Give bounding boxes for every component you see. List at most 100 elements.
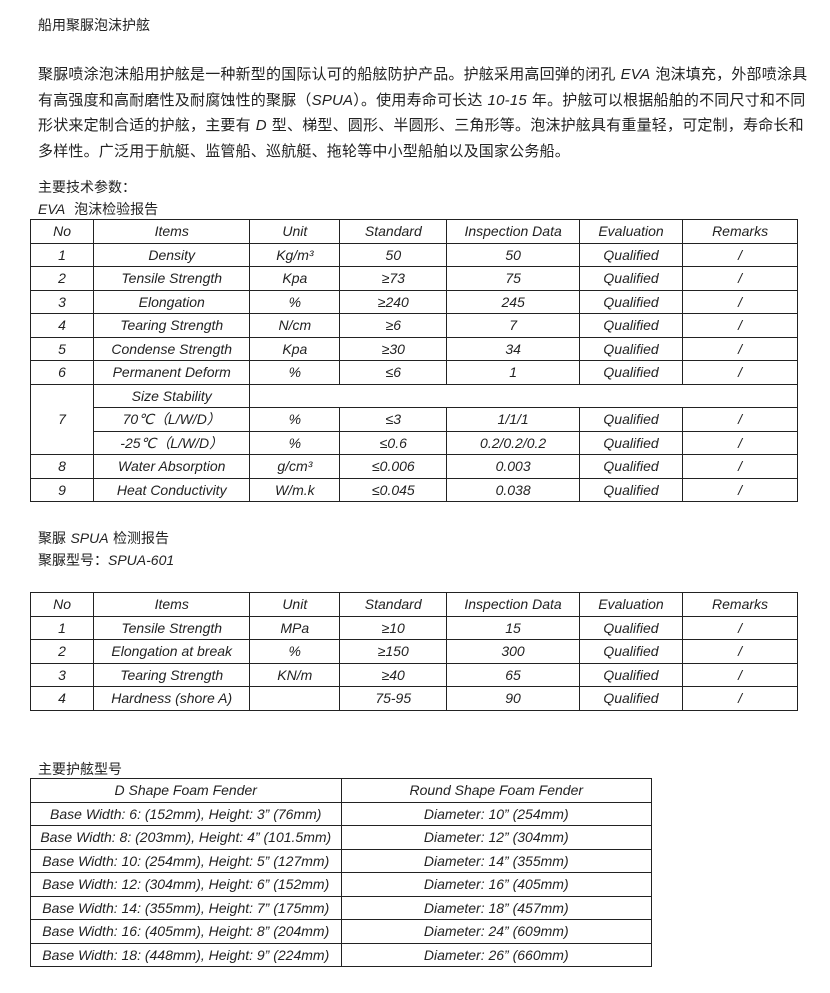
table-cell: Qualified [578, 336, 684, 361]
table-cell: Tensile Strength [93, 266, 251, 291]
table-cell: MPa [249, 615, 341, 640]
header-cell: Evaluation [578, 592, 684, 617]
table-row: 1 Tensile Strength MPa ≥10 15 Qualified / [29, 615, 798, 640]
table-cell: % [249, 430, 341, 455]
text-run: 型、梯型、圆形、半圆形、三角形等。泡沫护舷具有重量轻，可定制，寿命长和多样性。广… [38, 116, 804, 160]
table-cell: % [249, 289, 341, 314]
table-cell: Qualified [578, 639, 684, 664]
header-cell: D Shape Foam Fender [30, 778, 342, 803]
table-cell: 15 [446, 615, 580, 640]
header-cell: Items [93, 219, 251, 244]
table-cell: Diameter: 24” (609mm) [340, 919, 653, 944]
table-cell: ≥6 [339, 313, 448, 338]
table-cell: / [682, 454, 798, 479]
table-cell: ≤6 [339, 360, 448, 385]
table-cell: ≥30 [339, 336, 448, 361]
table-cell: / [682, 686, 798, 711]
table-cell: W/m.k [249, 477, 341, 502]
table-cell: / [682, 336, 798, 361]
table-cell: Tearing Strength [93, 662, 251, 687]
table-cell: Qualified [578, 477, 684, 502]
table-cell: / [682, 242, 798, 267]
table-row: Base Width: 14: (355mm), Height: 7” (175… [30, 895, 653, 920]
table-cell: Tensile Strength [93, 615, 251, 640]
table-cell: / [682, 266, 798, 291]
header-cell: Inspection Data [446, 592, 580, 617]
table-cell: % [249, 407, 341, 432]
table-cell: Hardness (shore A) [93, 686, 251, 711]
fender-models-table: D Shape Foam Fender Round Shape Foam Fend… [30, 778, 653, 967]
table-cell: Qualified [578, 430, 684, 455]
table-cell: ≥240 [339, 289, 448, 314]
table-cell: 75-95 [339, 686, 448, 711]
table-cell: N/cm [249, 313, 341, 338]
table-cell: / [682, 313, 798, 338]
table-cell: 245 [446, 289, 580, 314]
table-cell: Qualified [578, 686, 684, 711]
table-cell: / [682, 639, 798, 664]
table-cell: Tearing Strength [93, 313, 251, 338]
text-run: D [255, 117, 267, 134]
table-cell: ≤3 [339, 407, 448, 432]
table-cell: Diameter: 18” (457mm) [340, 895, 653, 920]
table-row: 6 Permanent Deform% ≤6 1 Qualified / [29, 360, 798, 385]
table-cell: Qualified [578, 266, 684, 291]
table-cell: 50 [339, 242, 448, 267]
header-cell: Items [93, 592, 251, 617]
header-cell: Inspection Data [446, 219, 580, 244]
table-cell: 9 [29, 477, 95, 502]
table-cell: 1 [446, 360, 580, 385]
text-run: 年。护舷可以根据船舶的不同尺寸和不同形状来定制合适的护舷，主要有 [38, 90, 806, 135]
params-heading: 主要技术参数： [38, 180, 136, 196]
table-cell: 0.038 [446, 477, 580, 502]
table-cell: 90 [446, 686, 580, 711]
spua-inspection-table: No Items Unit Standard Inspection Data Evalua… [29, 592, 798, 711]
table-cell: / [682, 615, 798, 640]
table-cell: Qualified [578, 407, 684, 432]
table-cell: 4 [29, 686, 95, 711]
table-row: 1 Density Kg/m³ 50 50 Qualified / [29, 242, 798, 267]
document-title: 船用聚脲泡沫护舷 [38, 18, 150, 34]
header-cell: Remarks [682, 592, 798, 617]
table-cell: Kpa [249, 266, 341, 291]
table-row: Base Width: 16: (405mm), Height: 8” (204… [30, 919, 653, 944]
text-run: 聚脲 [38, 531, 71, 547]
table-cell: Diameter: 14” (355mm) [340, 848, 653, 873]
table-row: 4 Tearing Strength N/cm ≥6 7 Qualified / [29, 313, 798, 338]
table-cell: -25℃（L/W/D） [93, 430, 251, 455]
table-cell: ≤0.045 [339, 477, 448, 502]
table-cell: 70℃（L/W/D） [93, 407, 251, 432]
text-run: SPUA [70, 530, 109, 546]
table-row: Base Width: 18: (448mm), Height: 9” (224… [30, 942, 653, 967]
table-row: 2 Tensile Strength Kpa ≥73 75 Qualified / [29, 266, 798, 291]
table-cell: 8 [29, 454, 95, 479]
table-cell: 3 [29, 662, 95, 687]
text-run: 聚脲型号： [38, 553, 108, 569]
table-row: 2 Elongation at break% ≥150 300 Qualified / [29, 639, 798, 664]
table-row: 5 Condense Strength Kpa ≥30 34 Qualified / [29, 336, 798, 361]
table-row: 7 Size Stability [29, 383, 798, 455]
table-cell: Condense Strength [93, 336, 251, 361]
table-cell: Permanent Deform [93, 360, 251, 385]
table-row: 9 Heat Conductivity W/m.k ≤0.045 0.038 Qualif… [29, 477, 798, 502]
table-row: -25℃（L/W/D）% ≤0.6 0.2/0.2/0.2 Qualified / [31, 430, 798, 455]
table-row: 3 Elongation% ≥240 245 Qualified / [29, 289, 798, 314]
table-cell: ≥10 [339, 615, 448, 640]
table-cell: / [682, 407, 798, 432]
table-cell: 7 [446, 313, 580, 338]
table-cell: / [682, 477, 798, 502]
table-cell: % [249, 360, 341, 385]
header-row: D Shape Foam Fender Round Shape Foam Fend… [30, 778, 653, 803]
table-cell: 2 [29, 266, 95, 291]
table-cell: 65 [446, 662, 580, 687]
header-cell: Unit [249, 592, 341, 617]
table-cell: Diameter: 10” (254mm) [340, 801, 653, 826]
table-cell: 1/1/1 [446, 407, 580, 432]
header-row: No Items Unit Standard Inspection Data Evalua… [29, 592, 798, 617]
models-heading: 主要护舷型号 [38, 762, 122, 778]
table-cell: ≤0.6 [339, 430, 448, 455]
table-cell: Density [93, 242, 251, 267]
eva-heading-en: EVA [38, 201, 66, 217]
table-row: 8 Water Absorption g/cm³ ≤0.006 0.003 Qualifi… [29, 454, 798, 479]
text-run: 检测报告 [108, 531, 170, 547]
